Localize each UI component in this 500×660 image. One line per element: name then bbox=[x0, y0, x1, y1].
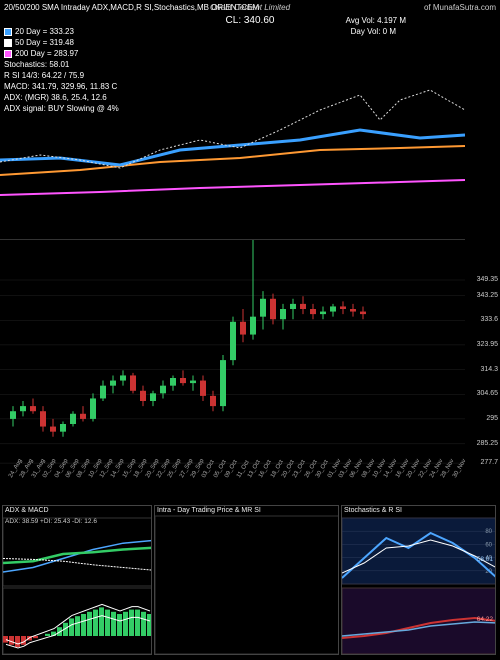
adx-values: ADX: 38.59 +DI: 25.43 -DI: 12.6 bbox=[5, 518, 97, 525]
adx-macd-panel: ADX & MACD ADX: 38.59 +DI: 25.43 -DI: 12… bbox=[2, 505, 152, 655]
rsi-value: 64.22 bbox=[477, 616, 493, 623]
intraday-title: Intra - Day Trading Price & MR SI bbox=[157, 507, 261, 514]
date-x-axis: 24_Aug28_Aug31_Aug02_Sep04_Sep06_Sep08_S… bbox=[0, 470, 465, 500]
price-y-axis: 277.7285.25295304.65314.3323.95333.6343.… bbox=[465, 240, 500, 470]
moving-average-chart bbox=[0, 0, 465, 240]
adx-macd-title: ADX & MACD bbox=[5, 507, 49, 514]
stoch-value: 58.01 bbox=[477, 556, 493, 563]
svg-text:80: 80 bbox=[485, 529, 492, 535]
svg-text:60: 60 bbox=[485, 542, 492, 548]
stoch-rsi-title: Stochastics & R SI bbox=[344, 507, 402, 514]
intraday-panel: Intra - Day Trading Price & MR SI bbox=[154, 505, 339, 655]
stoch-rsi-panel: Stochastics & R SI 80604020 58.01 64.22 bbox=[341, 505, 496, 655]
indicator-panels: ADX & MACD ADX: 38.59 +DI: 25.43 -DI: 12… bbox=[2, 505, 498, 655]
candlestick-chart bbox=[0, 240, 465, 470]
